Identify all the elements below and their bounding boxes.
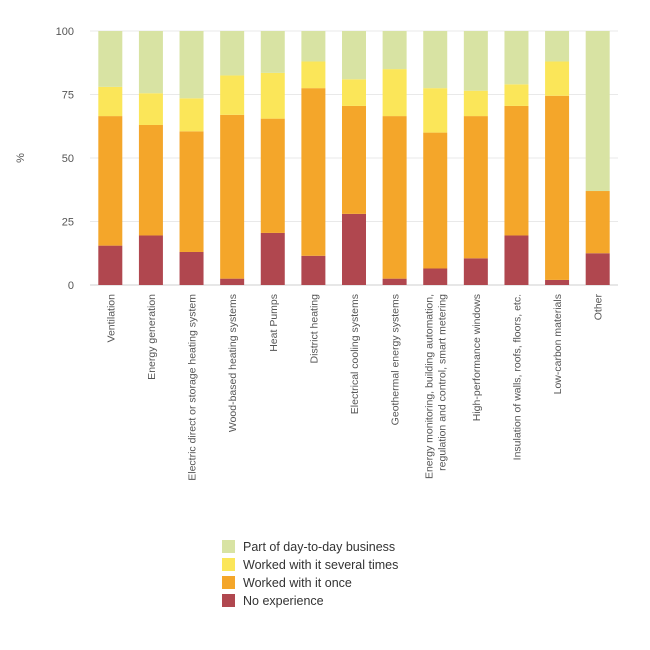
bar-segment [220, 114, 245, 279]
x-tick-label: Electrical cooling systems [349, 294, 361, 414]
bar-segment [342, 79, 366, 106]
bar-segment [504, 84, 529, 106]
x-tick-label: High-performance windows [471, 294, 483, 421]
bar-segment [423, 268, 448, 285]
bar-segment [585, 31, 610, 192]
legend-label: Part of day-to-day business [243, 540, 395, 554]
legend-swatch [222, 594, 235, 607]
bar-segment [382, 69, 407, 117]
x-tick-label: Low-carbon materials [552, 294, 564, 394]
bar-segment [463, 116, 488, 259]
bar-segment [138, 124, 163, 236]
y-tick-label: 75 [62, 90, 74, 102]
bar-segment [260, 31, 285, 73]
legend-label: No experience [243, 594, 324, 608]
bar-segment [463, 31, 488, 91]
bar-segment [98, 31, 123, 87]
y-axis-label: % [15, 153, 27, 163]
bar-segment [545, 95, 570, 280]
bar-segment [585, 191, 610, 254]
bar-segment [179, 98, 204, 132]
bar-segment [545, 31, 570, 62]
x-tick-label: Heat Pumps [268, 294, 280, 352]
bar-segment [301, 255, 326, 285]
legend-swatch [222, 558, 235, 571]
x-tick-label: Energy generation [146, 294, 158, 380]
bar-segment [98, 245, 123, 285]
y-tick-label: 100 [56, 26, 74, 38]
bar-segment [301, 61, 326, 89]
bar-segment [423, 88, 448, 133]
bar-segment [504, 105, 529, 236]
bar-segment [260, 72, 285, 119]
bar-segment [98, 86, 123, 117]
legend: Part of day-to-day business Worked with i… [222, 540, 398, 608]
bar-segment [301, 31, 326, 62]
bar-segment [463, 90, 488, 117]
y-tick-label: 50 [62, 153, 74, 165]
x-tick-label: Geothermal energy systems [390, 294, 402, 425]
x-tick-label: Other [593, 294, 605, 321]
bar-segment [342, 105, 366, 214]
x-tick-label: Energy monitoring, building automation,r… [424, 294, 449, 479]
legend-label: Worked with it several times [243, 558, 398, 572]
bar-segment [138, 235, 163, 285]
bar-segment [342, 31, 366, 80]
bar-segment [382, 116, 407, 279]
bar-segment [382, 278, 407, 285]
bar-segment [220, 75, 245, 115]
bar-segment [220, 278, 245, 285]
legend-label: Worked with it once [243, 576, 352, 590]
x-tick-label: Electric direct or storage heating syste… [187, 294, 199, 481]
x-tick-label: Insulation of walls, roofs, floors, etc. [511, 294, 523, 460]
x-tick-label: Ventilation [105, 294, 117, 343]
bar-segment [260, 232, 285, 285]
bar-segment [545, 61, 570, 96]
bar-segment [138, 31, 163, 94]
bar-segment [342, 213, 366, 285]
y-tick-label: 0 [68, 280, 74, 292]
bar-segment [504, 31, 529, 85]
bar-segment [423, 132, 448, 269]
bar-segment [179, 131, 204, 252]
bar-segment [98, 116, 123, 246]
y-tick-label: 25 [62, 217, 74, 229]
x-axis: Ventilation Energy generation Electric dir… [105, 294, 604, 481]
bar-segment [260, 118, 285, 233]
bar-segment [179, 251, 204, 285]
bar-segment [585, 253, 610, 285]
bar-segment [545, 279, 570, 285]
bar-segment [423, 31, 448, 89]
bar-segment [220, 31, 245, 76]
legend-swatch [222, 576, 235, 589]
bar-segment [463, 258, 488, 285]
bars [98, 31, 610, 285]
legend-swatch [222, 540, 235, 553]
bar-segment [138, 93, 163, 125]
bar-segment [301, 88, 326, 256]
x-tick-label: Wood-based heating systems [227, 294, 239, 432]
bar-segment [504, 235, 529, 285]
y-axis: 0 25 50 75 100 [56, 26, 74, 292]
bar-segment [382, 31, 407, 70]
x-tick-label: District heating [308, 294, 320, 364]
bar-segment [179, 31, 204, 99]
